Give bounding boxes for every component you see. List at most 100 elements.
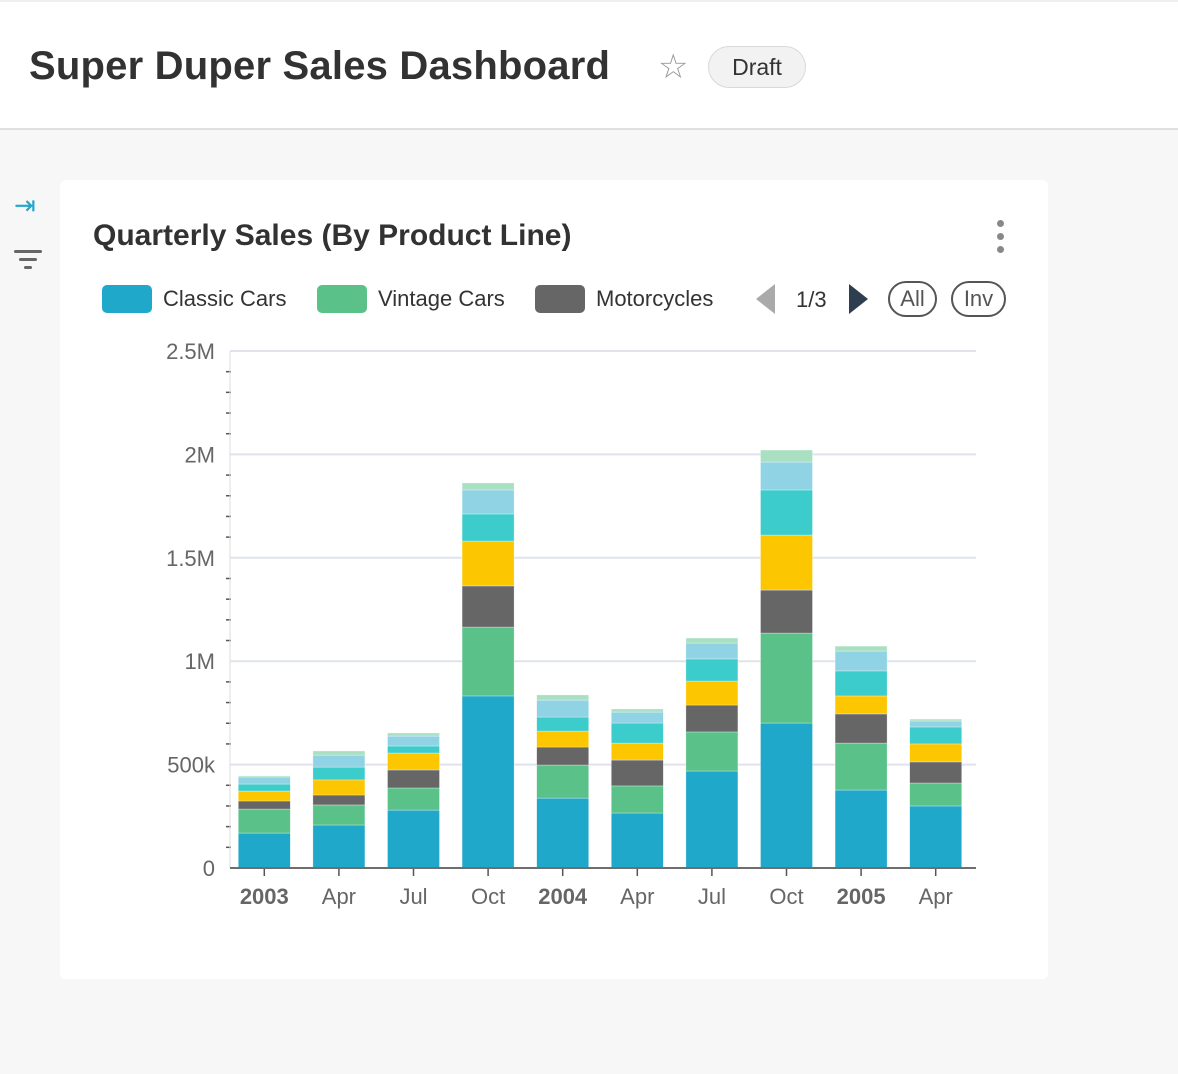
legend-swatch bbox=[535, 285, 585, 313]
bar-segment bbox=[387, 732, 440, 737]
star-icon[interactable]: ☆ bbox=[658, 48, 689, 86]
bar-segment bbox=[387, 787, 440, 811]
bar-segment bbox=[387, 745, 440, 754]
bar-segment bbox=[909, 718, 963, 722]
bar-segment bbox=[610, 785, 664, 814]
bar-segment bbox=[238, 800, 291, 810]
y-tick-label: 500k bbox=[167, 753, 216, 778]
bar-segment bbox=[760, 534, 813, 591]
bar-segment bbox=[387, 769, 440, 789]
bar-segment bbox=[461, 489, 515, 515]
bar-segment bbox=[909, 720, 963, 728]
bar-segment bbox=[536, 716, 590, 732]
filter-icon[interactable] bbox=[14, 248, 42, 274]
bar-segment bbox=[387, 752, 440, 771]
bar-segment bbox=[461, 626, 515, 697]
bar-segment bbox=[312, 824, 366, 869]
bar-segment bbox=[760, 589, 813, 634]
more-vertical-icon[interactable] bbox=[994, 220, 1008, 254]
bar-segment bbox=[461, 540, 515, 587]
bar-segment bbox=[536, 764, 590, 799]
bar-segment bbox=[238, 776, 291, 785]
legend-prev-page-button[interactable] bbox=[756, 284, 775, 314]
bar-segment bbox=[238, 783, 291, 792]
x-tick-label: Oct bbox=[471, 884, 505, 909]
expand-right-icon[interactable]: ⇥ bbox=[14, 190, 36, 220]
legend-label: Motorcycles bbox=[596, 286, 714, 311]
bar-segment bbox=[610, 711, 664, 724]
bar-segment bbox=[461, 585, 515, 628]
bar-segment bbox=[834, 713, 888, 744]
legend-select-all-button[interactable]: All bbox=[888, 281, 937, 317]
bar-segment bbox=[238, 832, 291, 869]
bar-segment bbox=[610, 812, 664, 869]
bar-segment bbox=[238, 775, 291, 778]
bar-segment bbox=[312, 754, 366, 768]
bar-segment bbox=[312, 794, 366, 806]
y-tick-label: 0 bbox=[203, 856, 215, 881]
legend-next-page-button[interactable] bbox=[849, 284, 868, 314]
legend-label: Vintage Cars bbox=[378, 286, 505, 311]
bar-segment bbox=[312, 804, 366, 826]
bar-segment bbox=[536, 746, 590, 766]
legend-item-vintage-cars[interactable]: Vintage Cars bbox=[317, 285, 505, 313]
legend-item-motorcycles[interactable]: Motorcycles bbox=[535, 285, 713, 313]
bar-segment bbox=[685, 731, 739, 772]
bar-segment bbox=[760, 632, 813, 724]
bar-segment bbox=[312, 750, 366, 756]
bar-segment bbox=[834, 650, 888, 672]
bar-segment bbox=[610, 759, 664, 787]
bar-segment bbox=[685, 680, 739, 706]
chart-title: Quarterly Sales (By Product Line) bbox=[93, 219, 572, 252]
bar-segment bbox=[461, 482, 515, 491]
bar-segment bbox=[685, 642, 739, 660]
bar-segment bbox=[760, 461, 813, 491]
legend-swatch bbox=[317, 285, 367, 313]
bar-segment bbox=[238, 790, 291, 802]
y-tick-label: 2M bbox=[184, 442, 215, 467]
bar-segment bbox=[834, 789, 888, 869]
bar-segment bbox=[909, 805, 963, 869]
x-tick-label: Oct bbox=[769, 884, 803, 909]
x-tick-label: 2004 bbox=[538, 884, 588, 909]
bar-segment bbox=[834, 695, 888, 715]
bar-segment bbox=[834, 742, 888, 791]
bar-segment bbox=[760, 489, 813, 536]
bar-segment bbox=[610, 708, 664, 713]
legend-item-classic-cars[interactable]: Classic Cars bbox=[102, 285, 286, 313]
y-tick-label: 2.5M bbox=[166, 339, 215, 364]
bar-segment bbox=[536, 730, 590, 748]
bar-segment bbox=[685, 658, 739, 682]
bar-segment bbox=[536, 699, 590, 718]
bar-segment bbox=[834, 645, 888, 652]
status-badge[interactable]: Draft bbox=[708, 46, 806, 88]
bar-segment bbox=[909, 782, 963, 807]
bar-segment bbox=[760, 722, 813, 869]
legend-page-indicator: 1/3 bbox=[796, 287, 827, 312]
bar-segment bbox=[909, 761, 963, 784]
x-tick-label: Jul bbox=[399, 884, 427, 909]
bar-segment bbox=[536, 797, 590, 869]
x-tick-label: Jul bbox=[698, 884, 726, 909]
legend-invert-button[interactable]: Inv bbox=[951, 281, 1006, 317]
bar-segment bbox=[238, 808, 291, 834]
bar-segment bbox=[685, 704, 739, 733]
x-tick-label: Apr bbox=[322, 884, 356, 909]
bar-segment bbox=[387, 735, 440, 747]
x-tick-label: 2003 bbox=[240, 884, 289, 909]
bar-segment bbox=[536, 694, 590, 701]
bar-segment bbox=[312, 766, 366, 781]
x-tick-label: Apr bbox=[919, 884, 953, 909]
bar-segment bbox=[760, 449, 813, 463]
bar-segment bbox=[387, 809, 440, 869]
bar-segment bbox=[685, 770, 739, 869]
x-tick-label: Apr bbox=[620, 884, 654, 909]
bar-segment bbox=[685, 637, 739, 644]
y-tick-label: 1.5M bbox=[166, 546, 215, 571]
bar-segment bbox=[461, 513, 515, 542]
x-tick-label: 2005 bbox=[837, 884, 886, 909]
bar-segment bbox=[909, 726, 963, 745]
legend-label: Classic Cars bbox=[163, 286, 287, 311]
page-title: Super Duper Sales Dashboard bbox=[29, 44, 611, 88]
